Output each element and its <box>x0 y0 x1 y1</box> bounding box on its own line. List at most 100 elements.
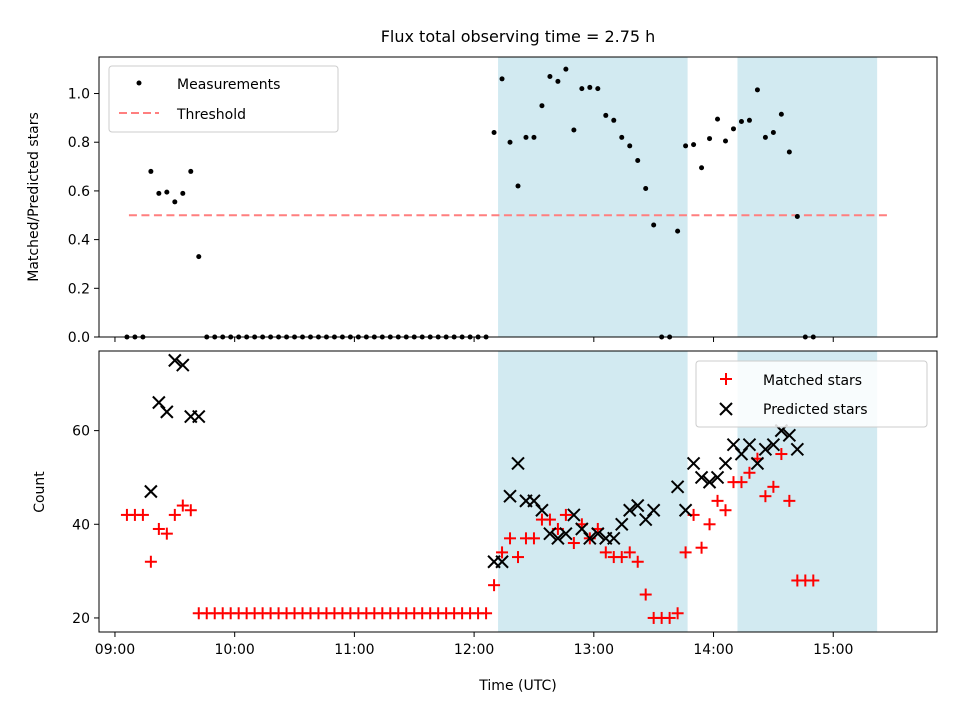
measurement-point <box>651 222 657 228</box>
predicted-stars-point <box>718 456 733 471</box>
predicted-stars-point <box>176 358 190 372</box>
x-tick-label: 09:00 <box>95 642 135 658</box>
legend-marker-predicted-stars <box>719 402 733 416</box>
measurement-point <box>683 143 689 149</box>
matched-stars-point <box>623 546 636 559</box>
measurement-point <box>515 183 521 189</box>
measurements-series <box>124 66 816 340</box>
matched-stars-point <box>767 480 780 493</box>
predicted-stars-point <box>678 503 693 517</box>
matched-stars-point <box>543 513 556 526</box>
matched-stars-point <box>759 490 772 503</box>
measurement-point <box>603 112 609 118</box>
measurement-point <box>156 190 162 196</box>
measurement-point <box>707 136 713 142</box>
measurement-point <box>499 76 505 82</box>
measurement-point <box>563 66 569 72</box>
measurement-point <box>587 84 593 90</box>
predicted-stars-point <box>559 526 573 541</box>
predicted-stars-point <box>790 442 805 457</box>
measurement-point <box>555 78 561 84</box>
measurement-point <box>643 185 649 191</box>
top-y-tick-label: 0.4 <box>68 233 90 249</box>
predicted-stars-point <box>758 442 773 457</box>
matched-stars-point <box>152 522 165 535</box>
bottom-panel-y-ticks: 20 40 60 <box>72 424 99 627</box>
matched-stars-point <box>743 466 756 479</box>
x-tick-label: 12:00 <box>454 642 494 658</box>
measurement-point <box>699 165 705 171</box>
bottom-panel-x-label: Time (UTC) <box>478 678 556 694</box>
matched-stars-point <box>679 546 692 559</box>
predicted-stars-point <box>495 555 509 569</box>
predicted-stars-point <box>607 531 621 546</box>
predicted-stars-point <box>192 409 206 424</box>
legend-marker-matched-stars <box>720 373 732 385</box>
predicted-stars-point <box>750 456 765 471</box>
matched-stars-point <box>488 579 501 592</box>
top-panel-y-label: Matched/Predicted stars <box>26 112 42 282</box>
measurement-point <box>770 129 776 135</box>
predicted-stars-point <box>623 503 637 517</box>
measurement-point <box>675 228 681 234</box>
matched-stars-point <box>559 508 572 521</box>
matched-stars-point <box>671 607 684 620</box>
top-y-tick-label: 0.2 <box>68 281 90 297</box>
predicted-stars-point <box>631 498 645 513</box>
bottom-panel: 09:00 10:00 11:00 12:00 13:00 14:00 15:00 20 40… <box>32 350 938 694</box>
measurement-point <box>611 117 617 123</box>
bottom-y-tick-label: 60 <box>72 424 90 440</box>
measurement-point <box>635 157 641 163</box>
x-tick-label: 10:00 <box>214 642 254 658</box>
measurement-point <box>547 73 553 79</box>
bottom-panel-x-ticks: 09:00 10:00 11:00 12:00 13:00 14:00 15:00 <box>95 632 853 658</box>
measurement-point <box>180 190 186 196</box>
predicted-stars-point <box>702 475 717 489</box>
matched-stars-point <box>599 546 612 559</box>
measurement-point <box>148 168 154 174</box>
legend-label-matched-stars: Matched stars <box>763 373 862 389</box>
matched-stars-point <box>719 504 732 517</box>
measurement-point <box>786 149 792 155</box>
predicted-stars-point <box>615 517 629 531</box>
matched-stars-point <box>496 546 509 559</box>
predicted-stars-series <box>144 353 805 569</box>
predicted-stars-point <box>646 503 661 517</box>
x-tick-label: 14:00 <box>693 642 733 658</box>
measurement-point <box>595 86 601 92</box>
legend-label-threshold: Threshold <box>176 107 246 123</box>
top-panel-shaded-intervals <box>498 57 878 337</box>
matched-stars-point <box>663 611 676 624</box>
measurement-point <box>571 127 577 133</box>
predicted-stars-point <box>511 456 525 471</box>
predicted-stars-point <box>144 484 158 499</box>
matched-stars-point <box>703 518 716 531</box>
matched-stars-point <box>480 607 493 620</box>
predicted-stars-point <box>160 405 174 419</box>
matched-stars-series <box>120 448 820 624</box>
predicted-stars-point <box>543 526 557 541</box>
predicted-stars-point <box>535 503 549 517</box>
top-panel-y-ticks: 0.0 0.2 0.4 0.6 0.8 1.0 <box>68 87 99 346</box>
measurement-point <box>738 119 744 125</box>
bottom-panel-legend-box <box>695 360 928 428</box>
matched-stars-point <box>184 504 197 517</box>
measurement-point <box>691 142 697 148</box>
predicted-stars-point <box>670 480 685 494</box>
predicted-stars-point <box>742 437 757 452</box>
matched-stars-point <box>615 551 628 564</box>
x-tick-label: 13:00 <box>574 642 614 658</box>
top-y-tick-label: 0.0 <box>68 330 90 346</box>
matched-stars-point <box>168 508 181 521</box>
bottom-y-tick-label: 20 <box>72 611 90 627</box>
top-panel: 0.0 0.2 0.4 0.6 0.8 1.0 Flux total observing … <box>26 27 938 346</box>
measurement-point <box>507 139 513 145</box>
measurement-point <box>619 134 625 140</box>
matched-stars-point <box>160 527 173 540</box>
predicted-stars-point <box>694 470 709 485</box>
top-y-tick-label: 1.0 <box>68 87 90 103</box>
measurement-point <box>762 134 768 140</box>
measurement-point <box>627 143 633 149</box>
top-panel-frame <box>98 56 938 338</box>
